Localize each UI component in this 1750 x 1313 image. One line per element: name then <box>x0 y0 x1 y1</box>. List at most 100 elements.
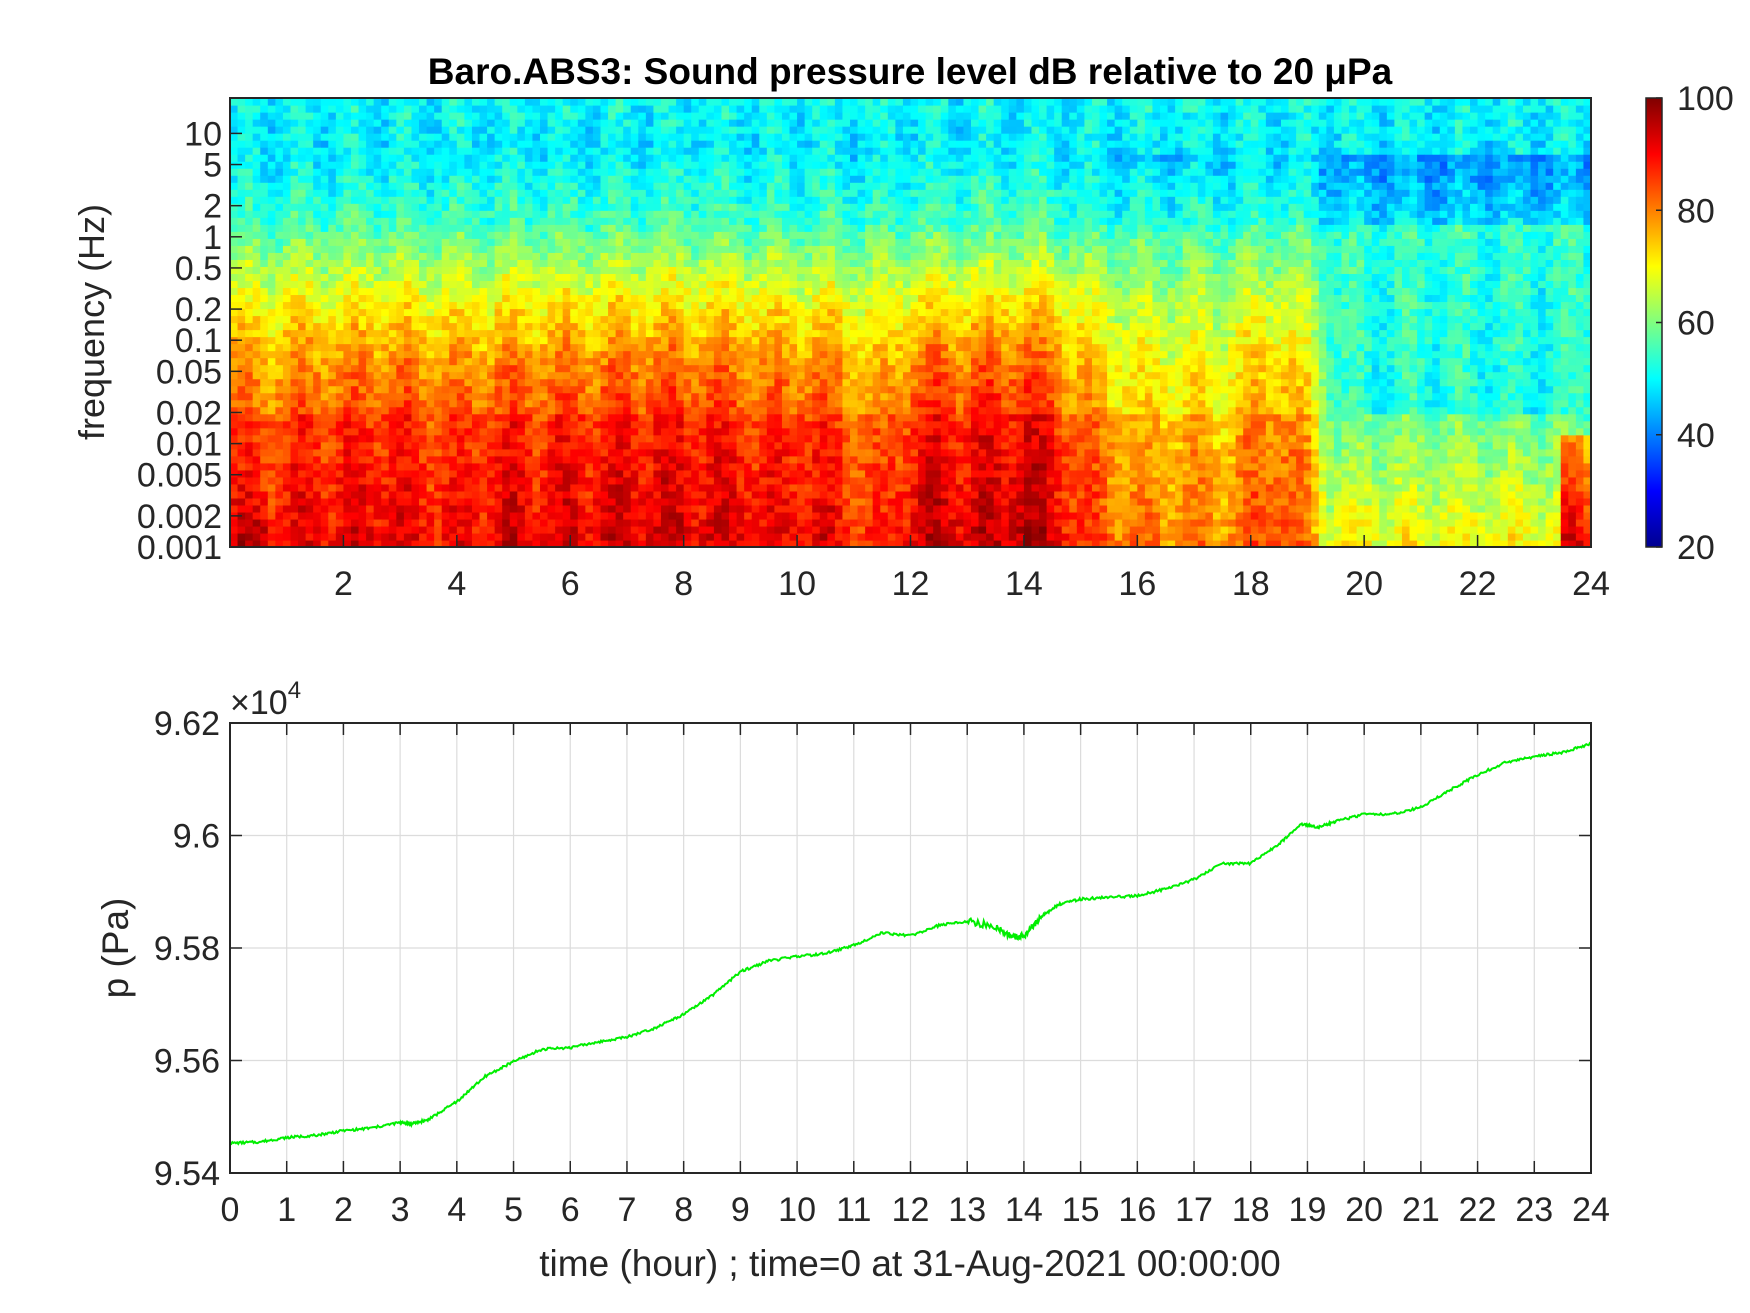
heatmap-cell <box>698 105 707 113</box>
heatmap-cell <box>781 476 791 485</box>
heatmap-cell <box>509 252 518 260</box>
heatmap-cell <box>426 427 435 436</box>
heatmap-cell <box>426 308 435 317</box>
heatmap-cell <box>298 294 307 303</box>
heatmap-cell <box>441 98 450 106</box>
heatmap-cell <box>562 154 571 162</box>
heatmap-cell <box>411 98 420 106</box>
heatmap-cell <box>479 350 488 359</box>
heatmap-cell <box>449 175 458 183</box>
heatmap-cell <box>411 175 420 183</box>
heatmap-cell <box>608 252 617 260</box>
heatmap-cell <box>645 266 655 274</box>
heatmap-cell <box>638 322 647 331</box>
heatmap-cell <box>282 504 292 513</box>
heatmap-cell <box>328 189 337 197</box>
heatmap-cell <box>683 490 692 499</box>
heatmap-cell <box>275 224 284 232</box>
heatmap-cell <box>335 378 345 387</box>
heatmap-cell <box>298 175 307 183</box>
heatmap-cell <box>721 217 730 225</box>
heatmap-cell <box>789 455 798 464</box>
heatmap-cell <box>366 315 375 324</box>
heatmap-cell <box>502 483 511 492</box>
heatmap-cell <box>252 287 261 296</box>
heatmap-cell <box>766 175 775 183</box>
heatmap-cell <box>366 98 375 106</box>
heatmap-cell <box>343 119 352 127</box>
heatmap-cell <box>804 336 813 345</box>
heatmap-cell <box>555 126 564 134</box>
heatmap-cell <box>532 259 541 267</box>
heatmap-cell <box>449 378 458 387</box>
heatmap-cell <box>683 280 692 289</box>
heatmap-cell <box>781 490 791 499</box>
heatmap-cell <box>335 217 345 225</box>
heatmap-cell <box>608 273 617 282</box>
heatmap-cell <box>358 378 367 387</box>
heatmap-cell <box>555 385 564 394</box>
heatmap-cell <box>411 273 420 282</box>
heatmap-cell <box>706 105 715 113</box>
heatmap-cell <box>403 196 413 204</box>
heatmap-cell <box>676 455 685 464</box>
heatmap-cell <box>713 413 723 422</box>
heatmap-cell <box>328 280 337 289</box>
heatmap-cell <box>358 140 367 148</box>
heatmap-cell <box>721 420 730 429</box>
heatmap-cell <box>577 294 586 303</box>
heatmap-cell <box>668 336 677 345</box>
heatmap-cell <box>373 231 382 239</box>
heatmap-cell <box>252 245 261 253</box>
heatmap-cell <box>275 287 284 296</box>
heatmap-cell <box>464 168 473 176</box>
heatmap-cell <box>736 399 745 408</box>
heatmap-cell <box>350 413 360 422</box>
heatmap-cell <box>608 175 617 183</box>
heatmap-cell <box>245 294 254 303</box>
heatmap-cell <box>623 350 632 359</box>
heatmap-cell <box>449 294 458 303</box>
heatmap-cell <box>479 406 488 415</box>
heatmap-cell <box>638 147 647 155</box>
heatmap-cell <box>282 490 292 499</box>
heatmap-cell <box>630 462 639 471</box>
heatmap-cell <box>456 252 465 260</box>
heatmap-cell <box>683 392 692 401</box>
heatmap-cell <box>713 294 723 303</box>
heatmap-cell <box>645 126 655 134</box>
heatmap-cell <box>426 448 435 457</box>
heatmap-cell <box>517 224 526 232</box>
heatmap-cell <box>638 336 647 345</box>
heatmap-cell <box>335 469 345 478</box>
heatmap-cell <box>804 483 813 492</box>
heatmap-cell <box>774 98 783 106</box>
heatmap-cell <box>668 420 677 429</box>
heatmap-cell <box>275 294 284 303</box>
heatmap-cell <box>328 322 337 331</box>
heatmap-cell <box>350 280 360 289</box>
heatmap-cell <box>781 133 791 141</box>
heatmap-cell <box>419 238 428 246</box>
heatmap-cell <box>736 462 745 471</box>
heatmap-cell <box>789 301 798 310</box>
heatmap-cell <box>373 147 382 155</box>
heatmap-cell <box>494 133 503 141</box>
heatmap-cell <box>736 490 745 499</box>
heatmap-cell <box>245 364 254 373</box>
heatmap-cell <box>751 273 760 282</box>
heatmap-cell <box>676 245 685 253</box>
heatmap-cell <box>328 315 337 324</box>
heatmap-cell <box>275 189 284 197</box>
heatmap-cell <box>282 112 292 120</box>
heatmap-cell <box>600 112 609 120</box>
heatmap-cell <box>562 280 571 289</box>
heatmap-cell <box>298 476 307 485</box>
heatmap-cell <box>555 273 564 282</box>
heatmap-cell <box>282 336 292 345</box>
heatmap-cell <box>260 511 269 520</box>
heatmap-cell <box>555 231 564 239</box>
heatmap-cell <box>819 518 828 527</box>
heatmap-cell <box>252 210 261 218</box>
heatmap-cell <box>358 182 367 190</box>
